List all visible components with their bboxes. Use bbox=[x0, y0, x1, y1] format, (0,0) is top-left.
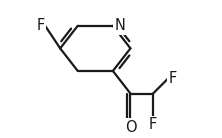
Text: F: F bbox=[169, 71, 177, 86]
Text: O: O bbox=[125, 120, 136, 135]
Text: F: F bbox=[36, 18, 44, 33]
Text: F: F bbox=[149, 117, 157, 132]
Text: N: N bbox=[114, 18, 125, 33]
